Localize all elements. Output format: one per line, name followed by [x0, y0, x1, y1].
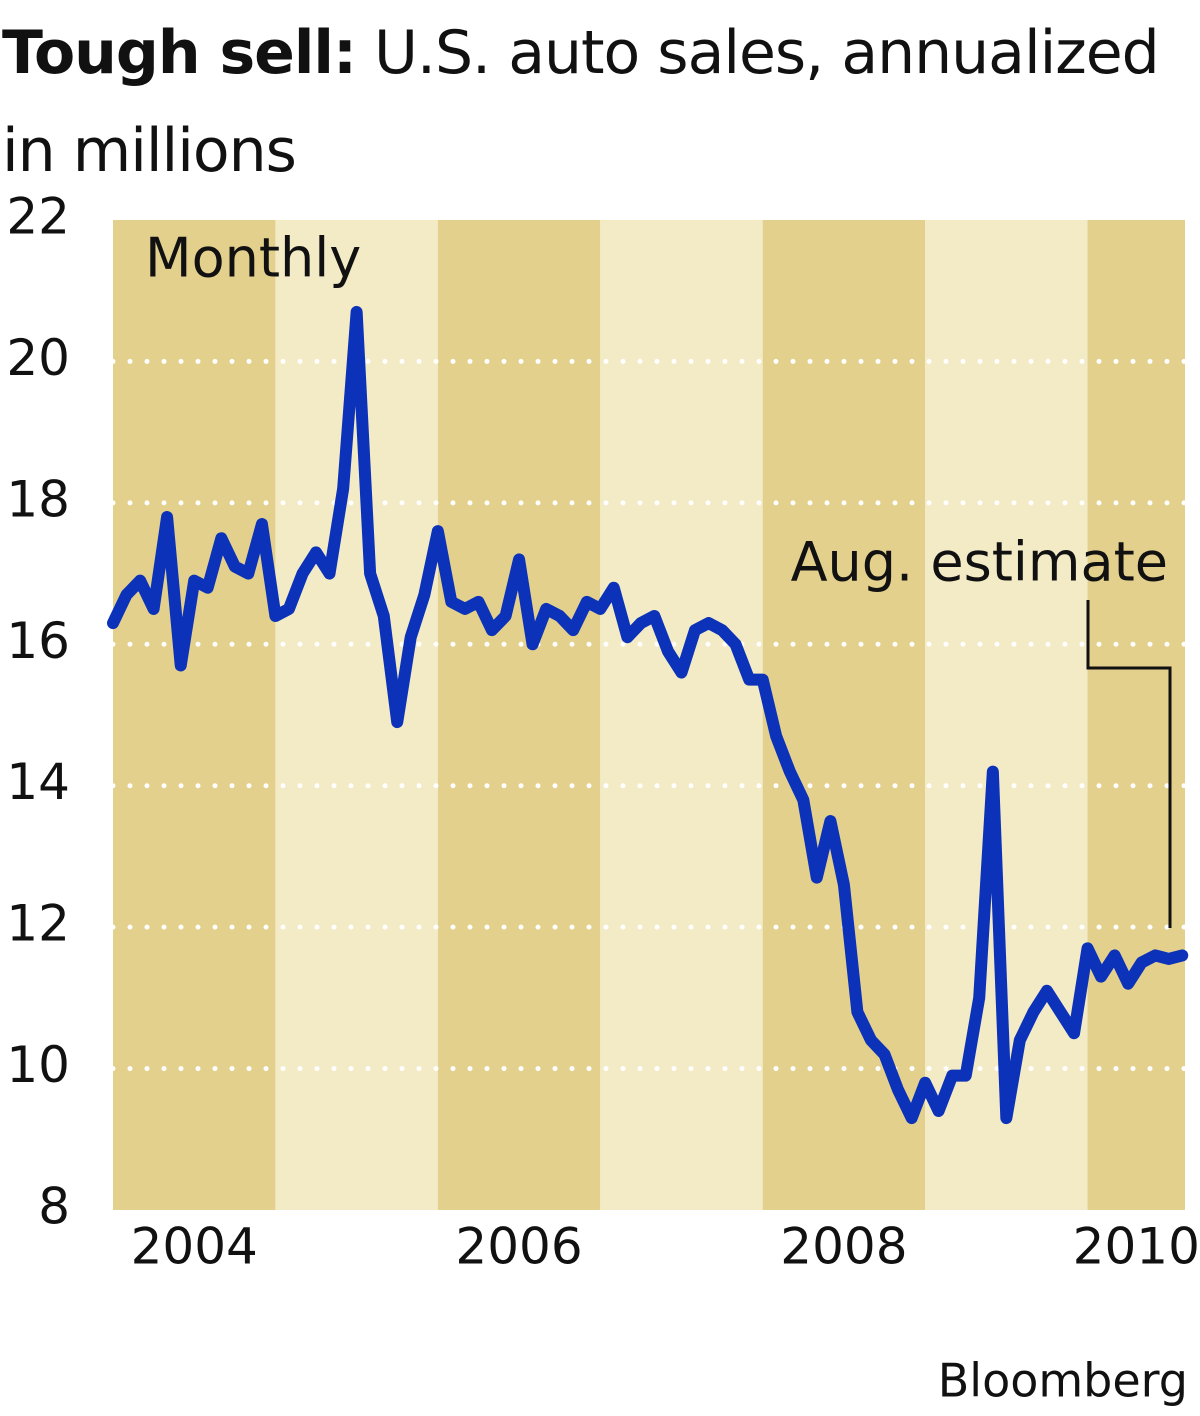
- year-band: [113, 220, 276, 1210]
- y-tick-label: 20: [6, 329, 70, 387]
- x-tick-label: 2004: [131, 1218, 258, 1276]
- data-line: [107, 305, 1189, 1125]
- x-tick-label: 2006: [455, 1218, 582, 1276]
- y-tick-label: 18: [6, 470, 70, 528]
- x-tick-label: 2008: [780, 1218, 907, 1276]
- leader-line: [1086, 600, 1172, 928]
- bands: [113, 220, 1185, 1210]
- annotation: Aug. estimate: [791, 531, 1168, 594]
- y-tick-label: 10: [6, 1036, 70, 1094]
- chart-title: Tough sell:: [2, 18, 357, 88]
- x-tick-label: 2010: [1073, 1218, 1200, 1276]
- heading: Tough sell: U.S. auto sales, annualized i…: [2, 4, 1162, 200]
- year-band: [600, 220, 763, 1210]
- year-band: [762, 220, 926, 1210]
- year-band: [437, 220, 601, 1210]
- marks: [107, 305, 1189, 1125]
- y-tick-label: 16: [6, 612, 70, 670]
- y-tick-label: 14: [6, 753, 70, 811]
- annotation: Monthly: [145, 227, 361, 290]
- y-tick-label: 22: [6, 188, 70, 246]
- source: Bloomberg: [938, 1354, 1188, 1408]
- y-tick-label: 8: [38, 1178, 70, 1236]
- chart-subtitle: U.S. auto sales, annualized in millions: [2, 18, 1160, 186]
- y-tick-label: 12: [6, 895, 70, 953]
